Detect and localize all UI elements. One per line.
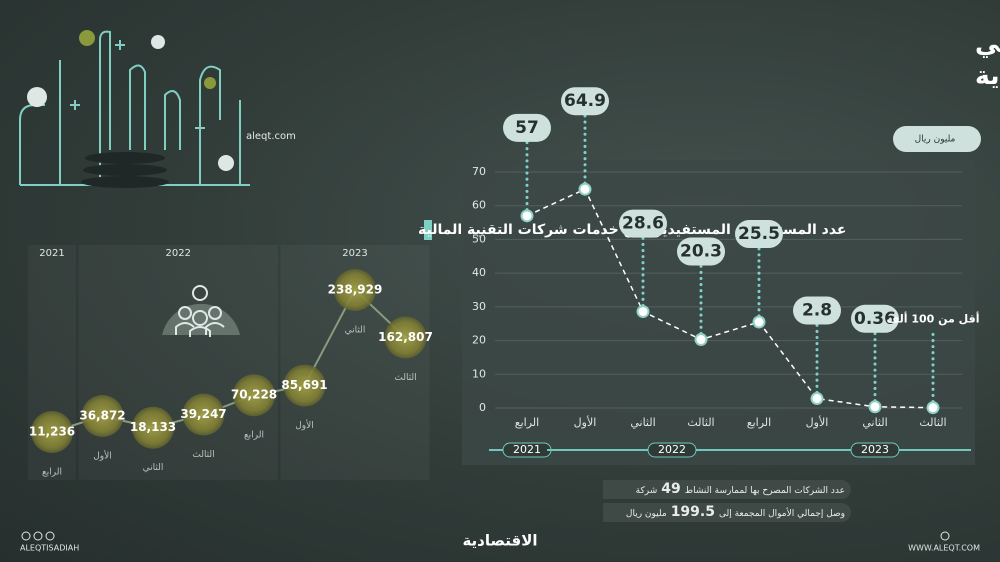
value-label: 28.6 (622, 214, 664, 234)
unit-label: مليون ريال (915, 135, 956, 145)
group-panel (78, 245, 278, 480)
value-label: 36,872 (79, 409, 125, 423)
value-label: 162,807 (378, 330, 433, 344)
y-tick-label: 50 (472, 232, 486, 245)
group-label: 2021 (513, 443, 541, 456)
value-label: 0.36 (854, 309, 896, 329)
bubble (81, 395, 124, 438)
value-label: 39,247 (180, 407, 226, 421)
group-label: 2023 (861, 443, 889, 456)
value-pill (503, 113, 551, 142)
value-label: 20.3 (680, 242, 722, 262)
y-tick-label: 60 (472, 199, 486, 212)
y-tick-label: 30 (472, 300, 486, 313)
value-label: 11,236 (29, 425, 75, 439)
chart-title: الأموال المجمعة لشركات التمويل الجماعي (975, 28, 1000, 59)
x-tick-label: الثالث (687, 416, 714, 429)
group-label: 2023 (342, 248, 367, 259)
x-tick-label: الرابع (244, 431, 264, 441)
x-tick-label: الثالث (192, 450, 214, 460)
data-point (752, 315, 766, 329)
bubble (334, 269, 376, 311)
x-tick-label: الثاني (630, 416, 655, 429)
x-tick-label: الثالث (919, 416, 946, 429)
chart-title: في السعودية (975, 61, 1000, 91)
value-pill (793, 296, 841, 325)
value-label: 2.8 (802, 301, 832, 321)
social-icons (21, 531, 55, 541)
data-point (694, 333, 708, 347)
value-label: 70,228 (231, 388, 277, 402)
value-label: 85,691 (281, 378, 327, 392)
x-tick-label: الأول (574, 415, 597, 429)
bubble (384, 316, 427, 359)
value-label: 57 (515, 118, 539, 138)
note-number: 49 (661, 481, 681, 497)
data-line (526, 188, 934, 409)
value-label: 238,929 (328, 283, 383, 297)
data-point (868, 400, 882, 414)
x-tick-label: الثاني (143, 463, 164, 473)
group-label: 2022 (658, 443, 686, 456)
web-icon (940, 531, 950, 541)
website: WWW.ALEQT.COM (908, 544, 980, 553)
note-number: 199.5 (670, 504, 715, 520)
value-label: 64.9 (564, 91, 606, 111)
site-url: aleqt.com (246, 131, 296, 142)
value-pill (677, 237, 725, 266)
y-tick-label: 20 (472, 334, 486, 347)
group-pill (647, 442, 697, 458)
note-text: وصل إجمالي الأموال المجمعة إلى (718, 509, 845, 519)
note-text: عدد الشركات المصرح بها لممارسة النشاط (684, 486, 845, 496)
bubble (182, 393, 225, 436)
value-pill (735, 220, 783, 249)
people-icon (162, 285, 240, 337)
data-point (520, 209, 534, 223)
bubble (283, 364, 326, 407)
group-label: 2022 (166, 248, 191, 259)
x-tick-label: الأول (806, 415, 829, 429)
data-point (636, 305, 650, 319)
title-marker (424, 220, 432, 240)
value-label: 25.5 (738, 224, 780, 244)
y-tick-label: 0 (479, 401, 486, 414)
value-pill (619, 209, 667, 238)
unit-pill (893, 126, 981, 152)
note: وصل إجمالي الأموال المجمعة إلى199.5مليون… (603, 503, 851, 522)
bubble (233, 374, 275, 417)
x-tick-label: الثاني (345, 326, 366, 336)
note-text: شركة (635, 486, 658, 496)
group-label: 2021 (39, 248, 64, 259)
value-label: أقل من 100 ألف (887, 312, 980, 326)
x-tick-label: الثاني (862, 416, 887, 429)
data-point (810, 392, 824, 406)
bubble (31, 411, 73, 453)
data-point (926, 401, 940, 415)
note: عدد الشركات المصرح بها لممارسة النشاط49ش… (603, 480, 851, 499)
y-tick-label: 40 (472, 266, 486, 279)
y-tick-label: 70 (472, 165, 486, 178)
value-pill (561, 87, 609, 116)
x-tick-label: الرابع (747, 416, 771, 429)
social-handle: ALEQTISADIAH (20, 544, 79, 553)
note-text: مليون ريال (625, 509, 667, 519)
x-tick-label: الأول (295, 419, 314, 431)
x-tick-label: الثالث (394, 373, 416, 383)
logo: الاقتصادية (462, 532, 537, 550)
data-point (578, 182, 592, 196)
bubble (132, 406, 174, 449)
header-icon (19, 30, 250, 188)
x-tick-label: الرابع (42, 468, 62, 478)
x-tick-label: الرابع (515, 416, 539, 429)
value-pill (851, 304, 899, 333)
y-tick-label: 10 (472, 367, 486, 380)
group-pill (850, 442, 900, 458)
value-label: 18,133 (130, 420, 176, 434)
x-tick-label: الأول (93, 450, 112, 462)
